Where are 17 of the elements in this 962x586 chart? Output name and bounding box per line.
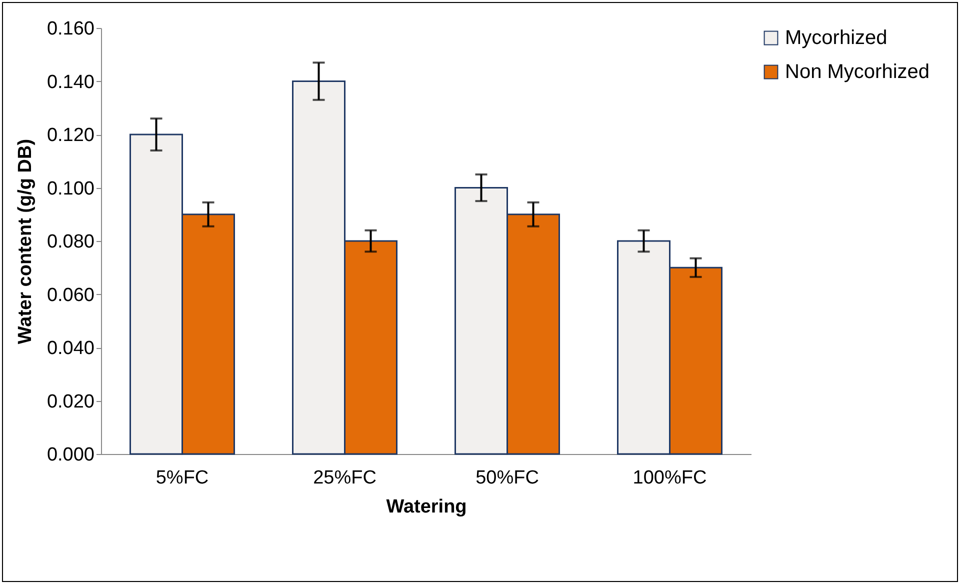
y-tick-label: 0.120: [46, 125, 94, 146]
y-axis-title: Water content (g/g DB): [14, 138, 36, 344]
y-tick-label: 0.040: [46, 338, 94, 359]
y-tick-label: 0.060: [46, 284, 94, 306]
y-tick-label: 0.080: [46, 232, 94, 252]
y-tick-label: 0.160: [46, 18, 94, 40]
y-tick-label: 0.140: [46, 72, 94, 93]
y-tick-label: 0.020: [46, 391, 94, 412]
x-tick-label: 100%FC: [632, 468, 707, 488]
y-tick-label: 0.000: [46, 444, 94, 466]
x-tick-label: 50%FC: [476, 468, 539, 488]
legend-label: Non Mycorhized: [785, 61, 930, 83]
x-tick-label: 25%FC: [313, 468, 376, 488]
y-tick-label: 0.100: [46, 178, 94, 200]
x-axis-title: Watering: [386, 496, 467, 518]
legend-label: Mycorhized: [785, 27, 888, 49]
x-tick-label: 5%FC: [156, 468, 209, 488]
